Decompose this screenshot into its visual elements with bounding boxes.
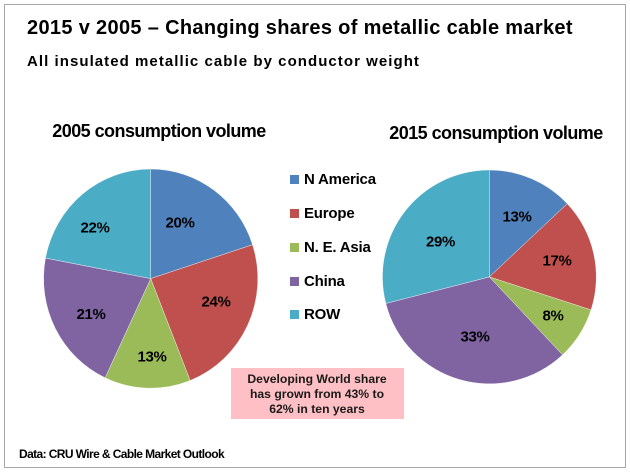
svg-text:29%: 29%	[426, 234, 455, 251]
svg-text:17%: 17%	[542, 253, 571, 270]
svg-text:13%: 13%	[502, 209, 531, 226]
svg-text:13%: 13%	[137, 349, 166, 366]
svg-text:22%: 22%	[80, 220, 109, 237]
svg-text:8%: 8%	[542, 308, 563, 325]
svg-text:33%: 33%	[460, 329, 489, 346]
svg-text:21%: 21%	[76, 306, 105, 323]
svg-text:20%: 20%	[165, 215, 194, 232]
svg-text:24%: 24%	[201, 294, 230, 311]
